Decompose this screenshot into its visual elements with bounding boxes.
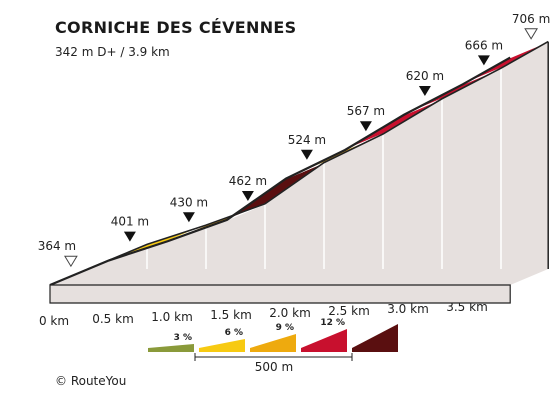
grade-legend: 3 % 6 % 9 % 12 % 500 m (148, 318, 398, 374)
legend-swatch-2 (199, 339, 245, 352)
elevation-marker (241, 191, 254, 202)
elevation-marker (477, 55, 490, 66)
distance-tick-label: 1.5 km (210, 308, 252, 322)
legend-label: 6 % (225, 328, 243, 338)
elevation-label: 401 m (111, 215, 149, 229)
elevation-label: 706 m (512, 12, 550, 26)
profile-wall (88, 41, 549, 269)
elevation-label: 620 m (406, 69, 444, 83)
legend-label: 9 % (276, 323, 294, 333)
profile-start-face (49, 268, 89, 286)
elevation-label: 567 m (347, 104, 385, 118)
distance-tick-label: 2.5 km (328, 304, 370, 318)
slab-top (50, 269, 549, 285)
legend-label: 3 % (174, 333, 192, 343)
legend-label: 12 % (320, 318, 345, 328)
distance-axis: 0 km 0.5 km 1.0 km 1.5 km 2.0 km 2.5 km 3.0 km… (39, 299, 488, 328)
chart-subtitle: 342 m D+ / 3.9 km (55, 45, 170, 59)
elevation-marker (123, 231, 136, 242)
distance-tick-label: 1.0 km (151, 310, 193, 324)
legend-scale-label: 500 m (255, 360, 293, 374)
elevation-label: 462 m (229, 174, 267, 188)
elevation-label: 524 m (288, 133, 326, 147)
routeyou-credit: © RouteYou (55, 374, 127, 388)
distance-tick-label: 0 km (39, 314, 69, 328)
profile-back-edge (87, 40, 549, 270)
elevation-labels: 364 m 401 m 430 m 462 m 524 m 567 m 620 m 666 m… (38, 12, 550, 268)
distance-tick-label: 3.0 km (387, 302, 429, 316)
elevation-label: 666 m (465, 38, 503, 52)
legend-swatch-3 (250, 334, 296, 352)
legend-swatch-1 (148, 344, 194, 352)
distance-tick-label: 0.5 km (92, 312, 134, 326)
elevation-marker-open (64, 255, 78, 268)
chart-title: CORNICHE DES CÉVENNES (55, 18, 297, 37)
legend-swatch-4 (301, 329, 347, 352)
elevation-label: 364 m (38, 239, 76, 253)
elevation-marker (359, 121, 372, 132)
elevation-marker-open (524, 28, 538, 40)
elevation-label: 430 m (170, 195, 208, 209)
profile-front-edge (49, 56, 511, 287)
elevation-marker (418, 85, 431, 96)
slab-front (49, 284, 511, 304)
elevation-marker (300, 149, 313, 160)
distance-tick-label: 2.0 km (269, 306, 311, 320)
legend-swatch-5 (352, 324, 398, 352)
elevation-marker (182, 212, 195, 223)
